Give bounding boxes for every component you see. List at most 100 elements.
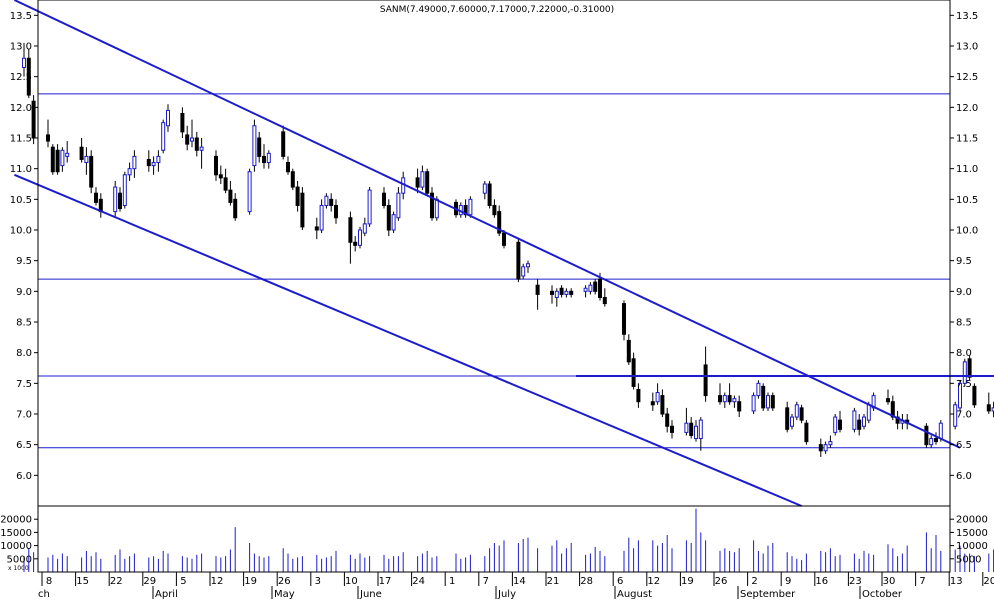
- month-label: September: [740, 589, 796, 599]
- price-tick-label-right: 6.0: [956, 471, 972, 482]
- candle-body: [215, 156, 218, 174]
- volume-tick-label-left: 15000: [0, 528, 32, 539]
- candle-body: [383, 193, 386, 205]
- date-tick-label: 26: [715, 576, 728, 587]
- price-tick-label-right: 13.0: [956, 42, 978, 53]
- candle-body: [791, 417, 794, 426]
- candle-body: [767, 396, 770, 408]
- volume-tick-label-left: 5000: [7, 554, 32, 565]
- candle-body: [267, 153, 270, 162]
- candle-body: [733, 399, 736, 402]
- candle-body: [296, 187, 299, 205]
- candle-body: [435, 199, 438, 217]
- candle-body: [162, 123, 165, 151]
- candle-body: [987, 405, 990, 411]
- candle-body: [517, 242, 520, 279]
- candle-body: [85, 156, 88, 162]
- price-tick-label-right: 8.0: [956, 348, 972, 359]
- candle-body: [224, 178, 227, 190]
- candle-body: [330, 199, 333, 205]
- date-tick-label: 12: [211, 576, 224, 587]
- price-tick-label-right: 7.0: [956, 410, 972, 421]
- date-tick-label: 28: [580, 576, 593, 587]
- candle-body: [301, 193, 304, 227]
- month-label: April: [155, 589, 178, 599]
- candle-body: [469, 199, 472, 214]
- candle-body: [354, 242, 357, 245]
- candle-body: [258, 138, 261, 156]
- price-tick-label-left: 11.5: [10, 134, 32, 145]
- candle-body: [637, 389, 640, 401]
- candle-body: [829, 442, 832, 445]
- candle-body: [421, 172, 424, 187]
- month-label: ch: [38, 589, 50, 599]
- candle-body: [368, 190, 371, 224]
- candle-body: [522, 267, 525, 276]
- candle-body: [315, 227, 318, 230]
- price-tick-label-left: 12.0: [10, 103, 32, 114]
- candle-body: [186, 135, 189, 144]
- candle-body: [80, 147, 83, 159]
- date-tick-label: 16: [815, 576, 828, 587]
- date-tick-label: 15: [76, 576, 89, 587]
- price-tick-label-right: 7.5: [956, 379, 972, 390]
- candle-body: [666, 414, 669, 426]
- candle-body: [66, 153, 69, 156]
- month-label: August: [617, 589, 652, 599]
- price-tick-label-left: 11.0: [10, 164, 32, 175]
- candle-body: [200, 147, 203, 150]
- candle-body: [632, 359, 635, 387]
- candle-body: [392, 215, 395, 230]
- date-tick-label: 21: [547, 576, 560, 587]
- candle-body: [968, 359, 971, 377]
- candle-body: [973, 386, 976, 404]
- candle-body: [167, 110, 170, 125]
- price-tick-label-left: 9.5: [16, 256, 32, 267]
- date-tick-label: 22: [110, 576, 123, 587]
- candle-body: [752, 396, 755, 411]
- candle-body: [935, 439, 938, 442]
- price-tick-label-right: 12.0: [956, 103, 978, 114]
- date-tick-label: 10: [345, 576, 358, 587]
- price-tick-label-left: 13.5: [10, 11, 32, 22]
- date-tick-label: 17: [379, 576, 392, 587]
- volume-tick-label-left: 20000: [0, 515, 32, 526]
- price-tick-label-right: 13.5: [956, 11, 978, 22]
- candle-body: [152, 163, 155, 166]
- date-tick-label: 8: [46, 576, 52, 587]
- price-tick-label-left: 6.5: [16, 440, 32, 451]
- candle-body: [795, 405, 798, 417]
- date-tick-label: 2: [751, 576, 757, 587]
- candle-body: [397, 193, 400, 218]
- price-tick-label-right: 9.0: [956, 287, 972, 298]
- candle-body: [704, 365, 707, 396]
- month-label: October: [862, 589, 903, 599]
- candle-body: [925, 426, 928, 444]
- candle-body: [157, 156, 160, 162]
- price-tick-label-right: 11.0: [956, 164, 978, 175]
- candle-body: [570, 291, 573, 294]
- candle-body: [90, 156, 93, 187]
- candle-body: [493, 205, 496, 214]
- candle-body: [503, 233, 506, 245]
- candle-body: [181, 113, 184, 131]
- date-tick-label: 7: [919, 576, 925, 587]
- candle-body: [147, 159, 150, 165]
- candle-body: [263, 156, 266, 162]
- candle-body: [282, 132, 285, 157]
- price-tick-label-right: 11.5: [956, 134, 978, 145]
- price-tick-label-right: 12.5: [956, 72, 978, 83]
- candle-body: [757, 383, 760, 395]
- date-tick-label: 30: [883, 576, 896, 587]
- candle-body: [565, 291, 568, 294]
- price-tick-label-left: 7.0: [16, 410, 32, 421]
- candle-body: [661, 396, 664, 414]
- candle-body: [426, 172, 429, 193]
- candle-body: [416, 178, 419, 187]
- price-tick-label-left: 8.0: [16, 348, 32, 359]
- candle-body: [858, 420, 861, 429]
- price-tick-label-left: 10.5: [10, 195, 32, 206]
- candle-body: [123, 175, 126, 206]
- date-tick-label: 5: [180, 576, 186, 587]
- date-tick-label: 24: [412, 576, 425, 587]
